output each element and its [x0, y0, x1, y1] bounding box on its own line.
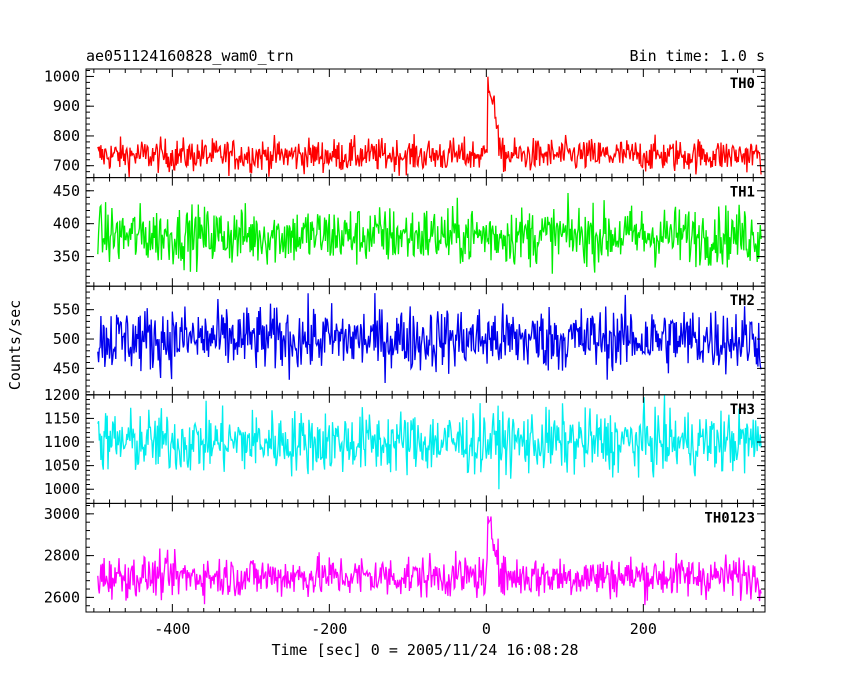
y-tick-label: 350 [53, 248, 80, 266]
y-tick-label: 2600 [44, 588, 80, 606]
y-tick-label: 1000 [44, 480, 80, 498]
y-tick-label: 1100 [44, 433, 80, 451]
panel-th1: 350 400 450 TH1 [53, 177, 766, 287]
bin-time-label: Bin time: 1.0 s [630, 47, 765, 65]
panels-group: 700 800 900 1000 TH0 350 400 450 TH1 450 500 550 TH2… [44, 67, 766, 638]
y-tick-label: 800 [53, 127, 80, 145]
y-tick-label: 400 [53, 215, 80, 233]
y-tick-label: 1200 [44, 386, 80, 404]
panel-th0123: 2600 2800 3000 TH0123 [44, 502, 766, 613]
y-tick-label: 2800 [44, 547, 80, 565]
y-tick-label: 900 [53, 97, 80, 115]
y-tick-label: 450 [53, 182, 80, 200]
panel-label-th1: TH1 [730, 185, 755, 201]
y-tick-label: 1150 [44, 409, 80, 427]
y-tick-label: 550 [53, 301, 80, 319]
y-tick-label: 3000 [44, 505, 80, 523]
x-tick-label: 0 [482, 620, 491, 638]
series-line-th0 [97, 76, 762, 177]
panel-label-th3: TH3 [730, 402, 755, 418]
panel-th0: 700 800 900 1000 TH0 [44, 67, 766, 179]
panel-frame [85, 285, 766, 396]
panel-label-th0: TH0 [730, 76, 755, 92]
panel-label-th2: TH2 [730, 293, 755, 309]
panel-th3: 1000 1050 1100 1150 1200 TH3 [44, 386, 766, 504]
series-line-th3 [97, 395, 762, 490]
panel-th2: 450 500 550 TH2 [53, 285, 766, 396]
x-tick-label: -200 [311, 620, 347, 638]
panel-frame [85, 502, 766, 613]
chart-title: ae051124160828_wam0_trn [86, 47, 294, 65]
panel-label-th0123: TH0123 [704, 510, 755, 526]
x-tick-label: 200 [630, 620, 657, 638]
y-tick-label: 1000 [44, 67, 80, 85]
series-line-th0123 [97, 516, 762, 606]
x-axis-label: Time [sec] 0 = 2005/11/24 16:08:28 [271, 641, 578, 659]
y-tick-label: 700 [53, 157, 80, 175]
y-tick-label: 1050 [44, 457, 80, 475]
y-axis-label: Counts/sec [6, 300, 24, 390]
series-line-th1 [97, 192, 762, 274]
y-tick-label: 500 [53, 330, 80, 348]
y-tick-label: 450 [53, 359, 80, 377]
series-line-th2 [97, 293, 762, 384]
x-tick-label: -400 [154, 620, 190, 638]
